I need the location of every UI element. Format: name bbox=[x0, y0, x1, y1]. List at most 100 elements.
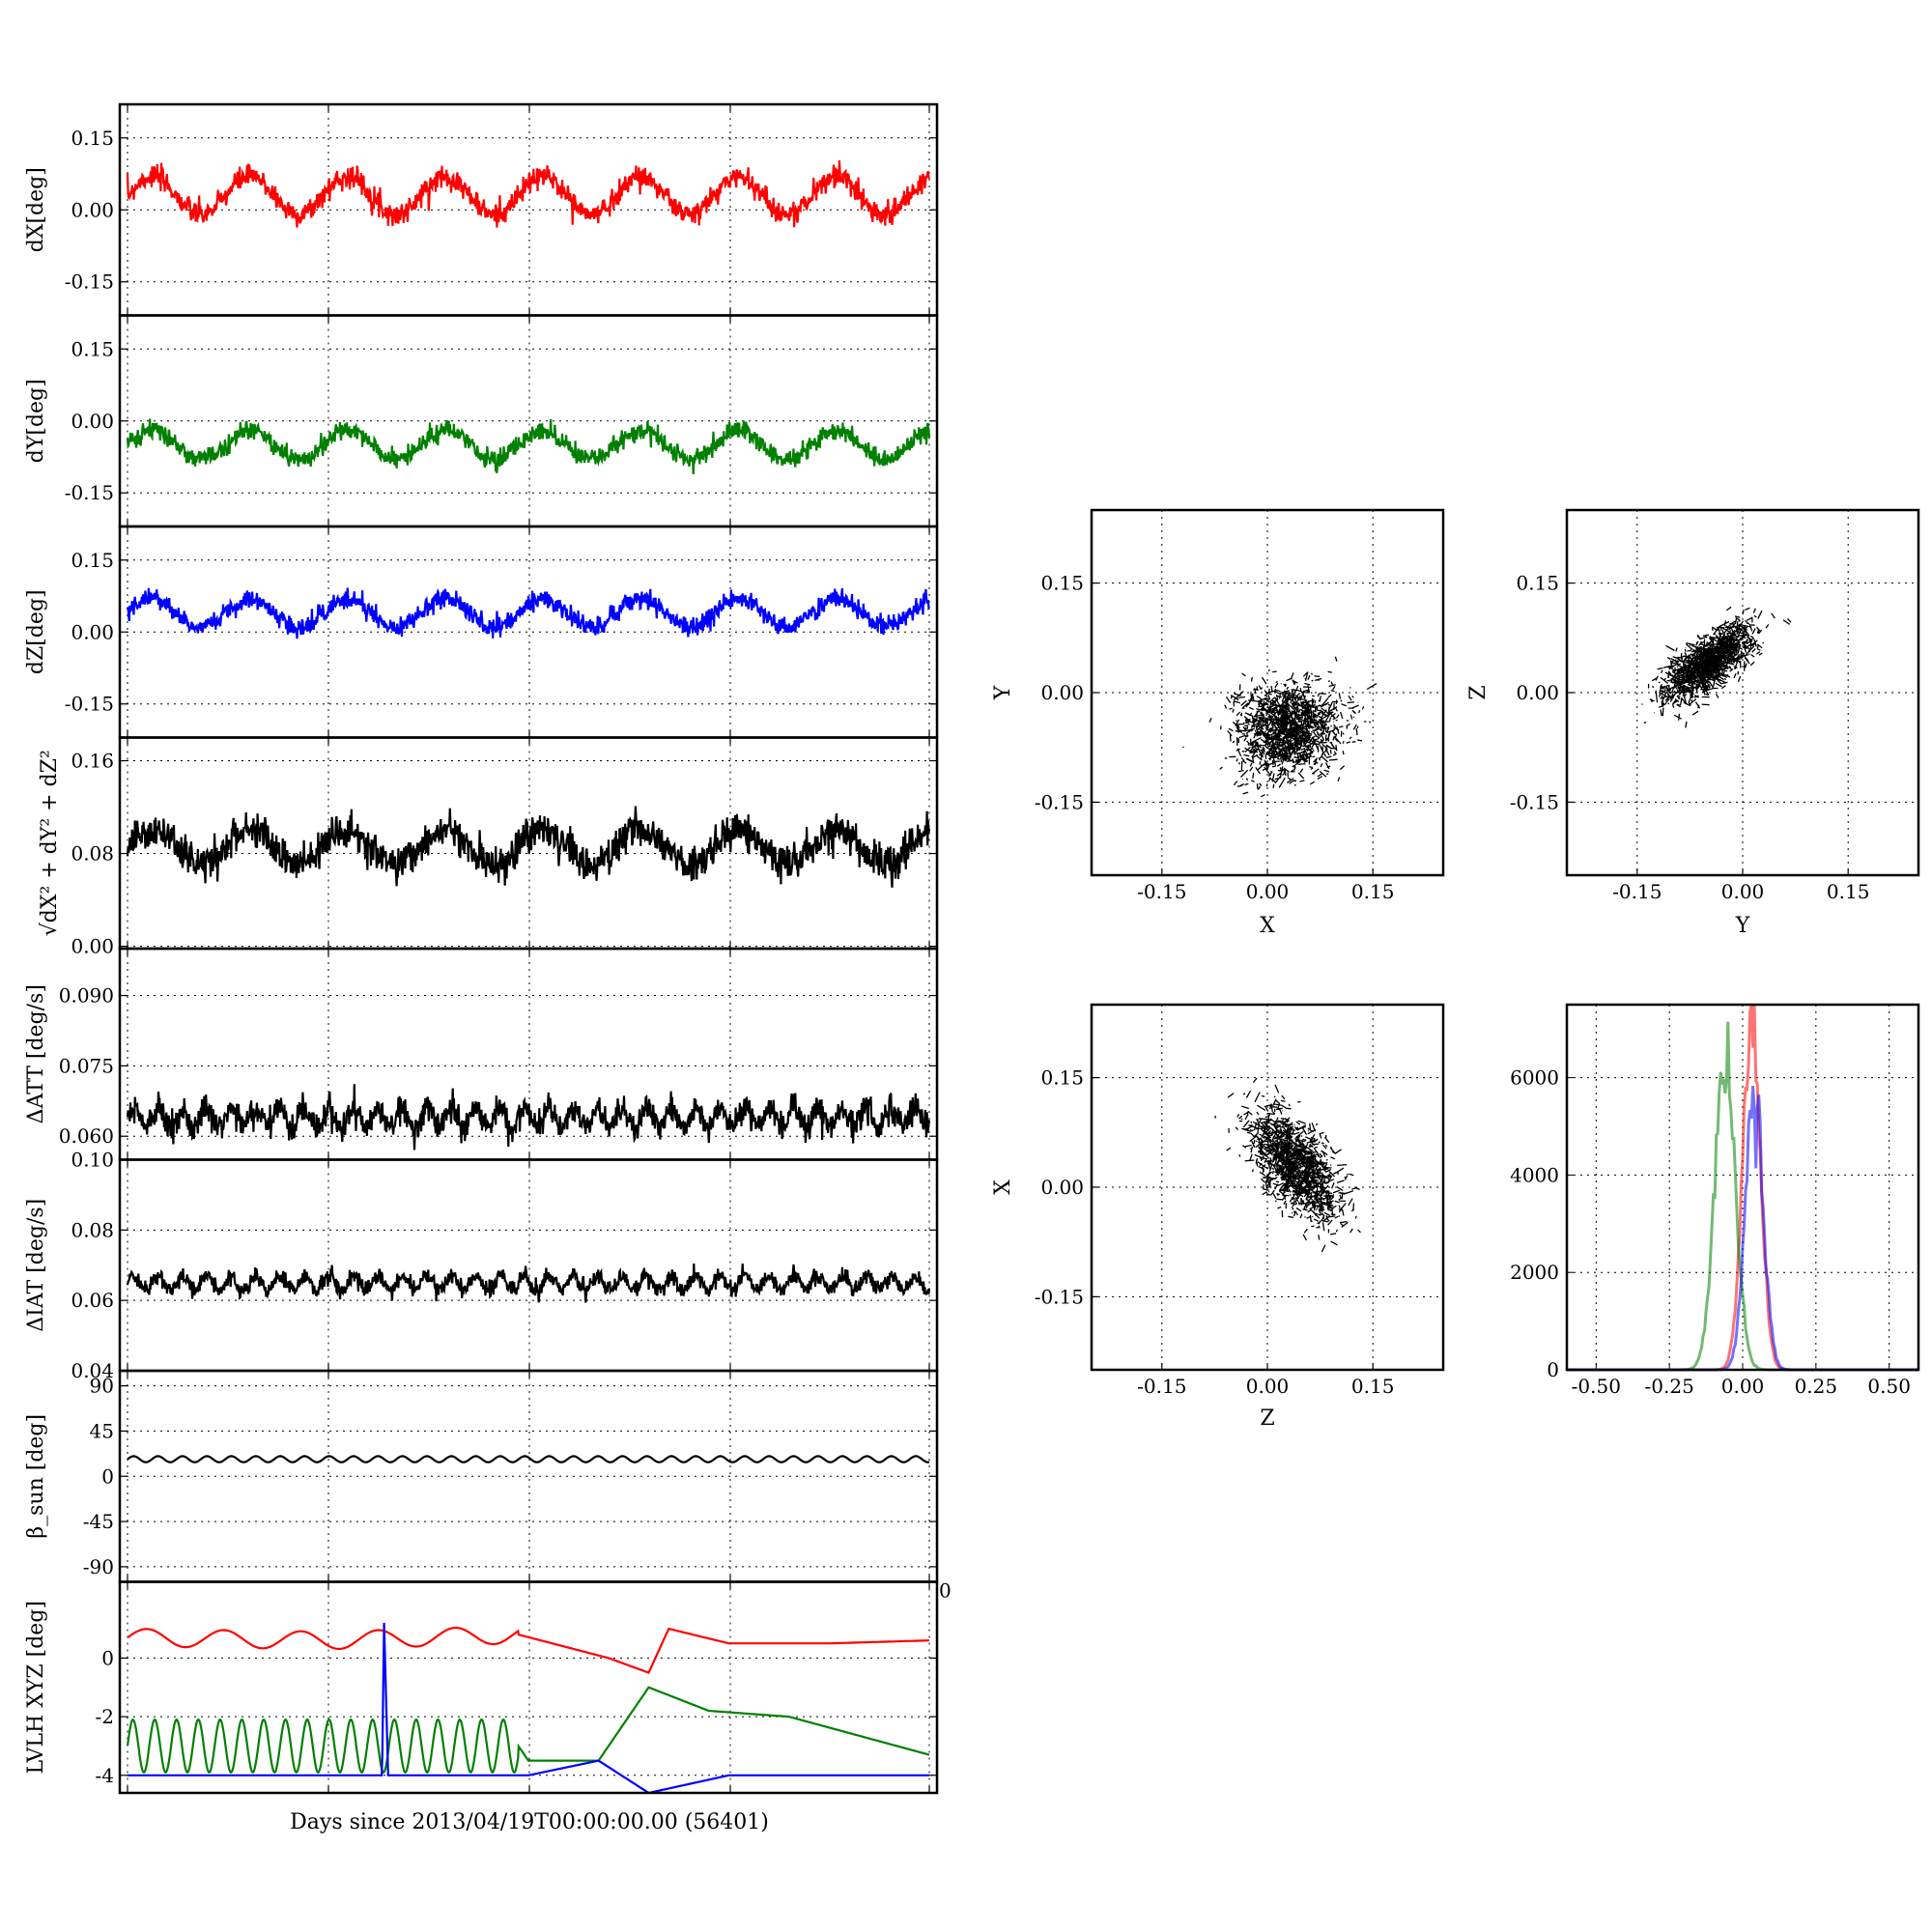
xtick-label: 0.15 bbox=[1351, 1375, 1395, 1398]
y-axis-label: LVLH XYZ [deg] bbox=[24, 1601, 48, 1775]
scatter-points bbox=[1182, 656, 1378, 798]
y-axis-label: √dX² + dY² + dZ² bbox=[38, 750, 62, 936]
ytick-label: 0.10 bbox=[71, 1149, 114, 1172]
xtick-label: 0.00 bbox=[1246, 880, 1290, 903]
ytick-label: 0.08 bbox=[71, 842, 114, 866]
panel-4: 0.16 0.08 0.00 √dX² + dY² + dZ² bbox=[38, 736, 939, 958]
ytick-label: 90 bbox=[90, 1375, 114, 1398]
scatter-points bbox=[1214, 1077, 1361, 1253]
panel-6: 0.10 0.08 0.06 0.04 ΔIAT [deg/s] bbox=[24, 1149, 939, 1382]
series-line-black bbox=[126, 1263, 931, 1303]
time-series-panels: 0.15 0.00 -0.15 dX[deg] 0.15 0.00 -0.15 dY[deg]… bbox=[24, 102, 952, 1795]
ytick-label: 0.08 bbox=[71, 1218, 114, 1241]
ytick-label: 0.075 bbox=[59, 1054, 114, 1077]
x-axis-label: Z bbox=[1260, 1406, 1274, 1431]
ytick-label: 0 bbox=[1547, 1358, 1559, 1381]
x-axis-label: Y bbox=[1735, 914, 1750, 938]
ytick-label: -0.15 bbox=[65, 693, 114, 716]
ytick-label: 0.15 bbox=[71, 549, 114, 572]
y-axis-label: dZ[deg] bbox=[24, 589, 48, 674]
ytick-label: 0.00 bbox=[1040, 1176, 1084, 1199]
xtick-label: -0.15 bbox=[1137, 1375, 1186, 1398]
ytick-label: 0.00 bbox=[71, 410, 114, 433]
xtick-label: 0.15 bbox=[1827, 880, 1870, 903]
xtick-label: -0.15 bbox=[1137, 880, 1186, 903]
histogram-panel: -0.50 -0.25 0.00 0.25 0.50 6000 4000 2000 0 bbox=[1510, 1003, 1920, 1398]
panel-frame bbox=[1090, 1003, 1445, 1372]
xtick-label: 0.00 bbox=[1721, 1375, 1765, 1398]
y-axis-label: ΔATT [deg/s] bbox=[24, 984, 48, 1123]
ytick-label: 6000 bbox=[1510, 1066, 1559, 1090]
ytick-label: 0.15 bbox=[71, 127, 114, 150]
xtick-label: 0.00 bbox=[1721, 880, 1765, 903]
panel-1: 0.15 0.00 -0.15 dX[deg] bbox=[24, 102, 939, 317]
series-line-green bbox=[126, 1686, 930, 1775]
ytick-label: 0.15 bbox=[1516, 572, 1559, 595]
y-axis-label: X bbox=[991, 1179, 1015, 1195]
xtick-label: 0.15 bbox=[1351, 880, 1395, 903]
ytick-label: -2 bbox=[96, 1705, 114, 1728]
ytick-label: 0.00 bbox=[71, 198, 114, 221]
panel-5: 0.090 0.075 0.060 ΔATT [deg/s] bbox=[24, 947, 939, 1161]
x-axis-label: X bbox=[1260, 914, 1275, 938]
ytick-label: 0.04 bbox=[71, 1359, 114, 1382]
ytick-label: 0.06 bbox=[71, 1289, 114, 1312]
ytick-label: 0.00 bbox=[71, 935, 114, 958]
panel-frame bbox=[1565, 1003, 1920, 1372]
panel-7: 90 45 0 -45 -90 β_sun [deg] bbox=[24, 1369, 939, 1583]
corner-tick-label: 0 bbox=[939, 1579, 952, 1603]
ytick-label: 2000 bbox=[1510, 1261, 1559, 1284]
y-axis-label: β_sun [deg] bbox=[24, 1414, 48, 1539]
ytick-label: -0.15 bbox=[1035, 790, 1084, 813]
series-line-blue bbox=[126, 587, 930, 639]
xtick-label: -0.15 bbox=[1612, 880, 1662, 903]
panel-3: 0.15 0.00 -0.15 dZ[deg] bbox=[24, 525, 939, 739]
series-line-red bbox=[126, 159, 931, 228]
series-line-green bbox=[126, 418, 931, 474]
ytick-label: 0.15 bbox=[1040, 572, 1084, 595]
ytick-label: -0.15 bbox=[1510, 790, 1559, 813]
figure-x-axis-label: Days since 2013/04/19T00:00:00.00 (56401… bbox=[290, 1810, 769, 1834]
series-line-black bbox=[127, 1455, 930, 1463]
y-axis-label: dY[deg] bbox=[24, 379, 48, 463]
panel-frame bbox=[118, 1158, 939, 1373]
ytick-label: 0 bbox=[101, 1464, 114, 1488]
scatter-xy: -0.15 0.15 0.00 0.00 0.15 -0.15 X Y bbox=[991, 508, 1445, 938]
ytick-label: 0.090 bbox=[59, 984, 114, 1008]
ytick-label: -0.15 bbox=[1035, 1285, 1084, 1308]
series-line-black bbox=[126, 806, 931, 888]
panel-frame bbox=[1565, 508, 1920, 877]
ytick-label: 0.15 bbox=[1040, 1066, 1084, 1090]
ytick-label: 0 bbox=[101, 1646, 114, 1669]
ytick-label: -45 bbox=[83, 1510, 114, 1533]
xtick-label: 0.00 bbox=[1246, 1375, 1290, 1398]
ytick-label: 4000 bbox=[1510, 1163, 1559, 1186]
series-line-blue bbox=[128, 1622, 929, 1795]
xtick-label: -0.50 bbox=[1572, 1375, 1621, 1398]
ytick-label: 0.060 bbox=[59, 1124, 114, 1148]
y-axis-label: Y bbox=[991, 685, 1015, 700]
series-line-red bbox=[127, 1626, 929, 1674]
panel-frame bbox=[118, 1580, 939, 1795]
ytick-label: 0.00 bbox=[71, 620, 114, 643]
ytick-label: 0.00 bbox=[1040, 681, 1084, 704]
y-axis-label: ΔIAT [deg/s] bbox=[24, 1199, 48, 1332]
ytick-label: -90 bbox=[83, 1555, 114, 1578]
y-axis-label: Z bbox=[1466, 685, 1491, 699]
ytick-label: 0.15 bbox=[71, 337, 114, 360]
ytick-label: 45 bbox=[90, 1419, 114, 1442]
panel-8: 0 -2 -4 LVLH XYZ [deg] 0 bbox=[24, 1579, 952, 1795]
scatter-zx: -0.15 0.15 0.00 0.00 0.15 -0.15 Z X bbox=[991, 1003, 1445, 1431]
scatter-points bbox=[1641, 606, 1792, 728]
ytick-label: -0.15 bbox=[65, 270, 114, 294]
xtick-label: 0.50 bbox=[1867, 1375, 1911, 1398]
ytick-label: -4 bbox=[96, 1764, 114, 1787]
ytick-label: 0.16 bbox=[71, 750, 114, 773]
panel-2: 0.15 0.00 -0.15 dY[deg] bbox=[24, 314, 939, 528]
ytick-label: 0.00 bbox=[1516, 681, 1559, 704]
panel-frame bbox=[1090, 508, 1445, 877]
scatter-yz: -0.15 0.15 0.00 0.00 0.15 -0.15 Y Z bbox=[1466, 508, 1920, 938]
series-line-black bbox=[126, 1084, 931, 1151]
xtick-label: -0.25 bbox=[1645, 1375, 1694, 1398]
